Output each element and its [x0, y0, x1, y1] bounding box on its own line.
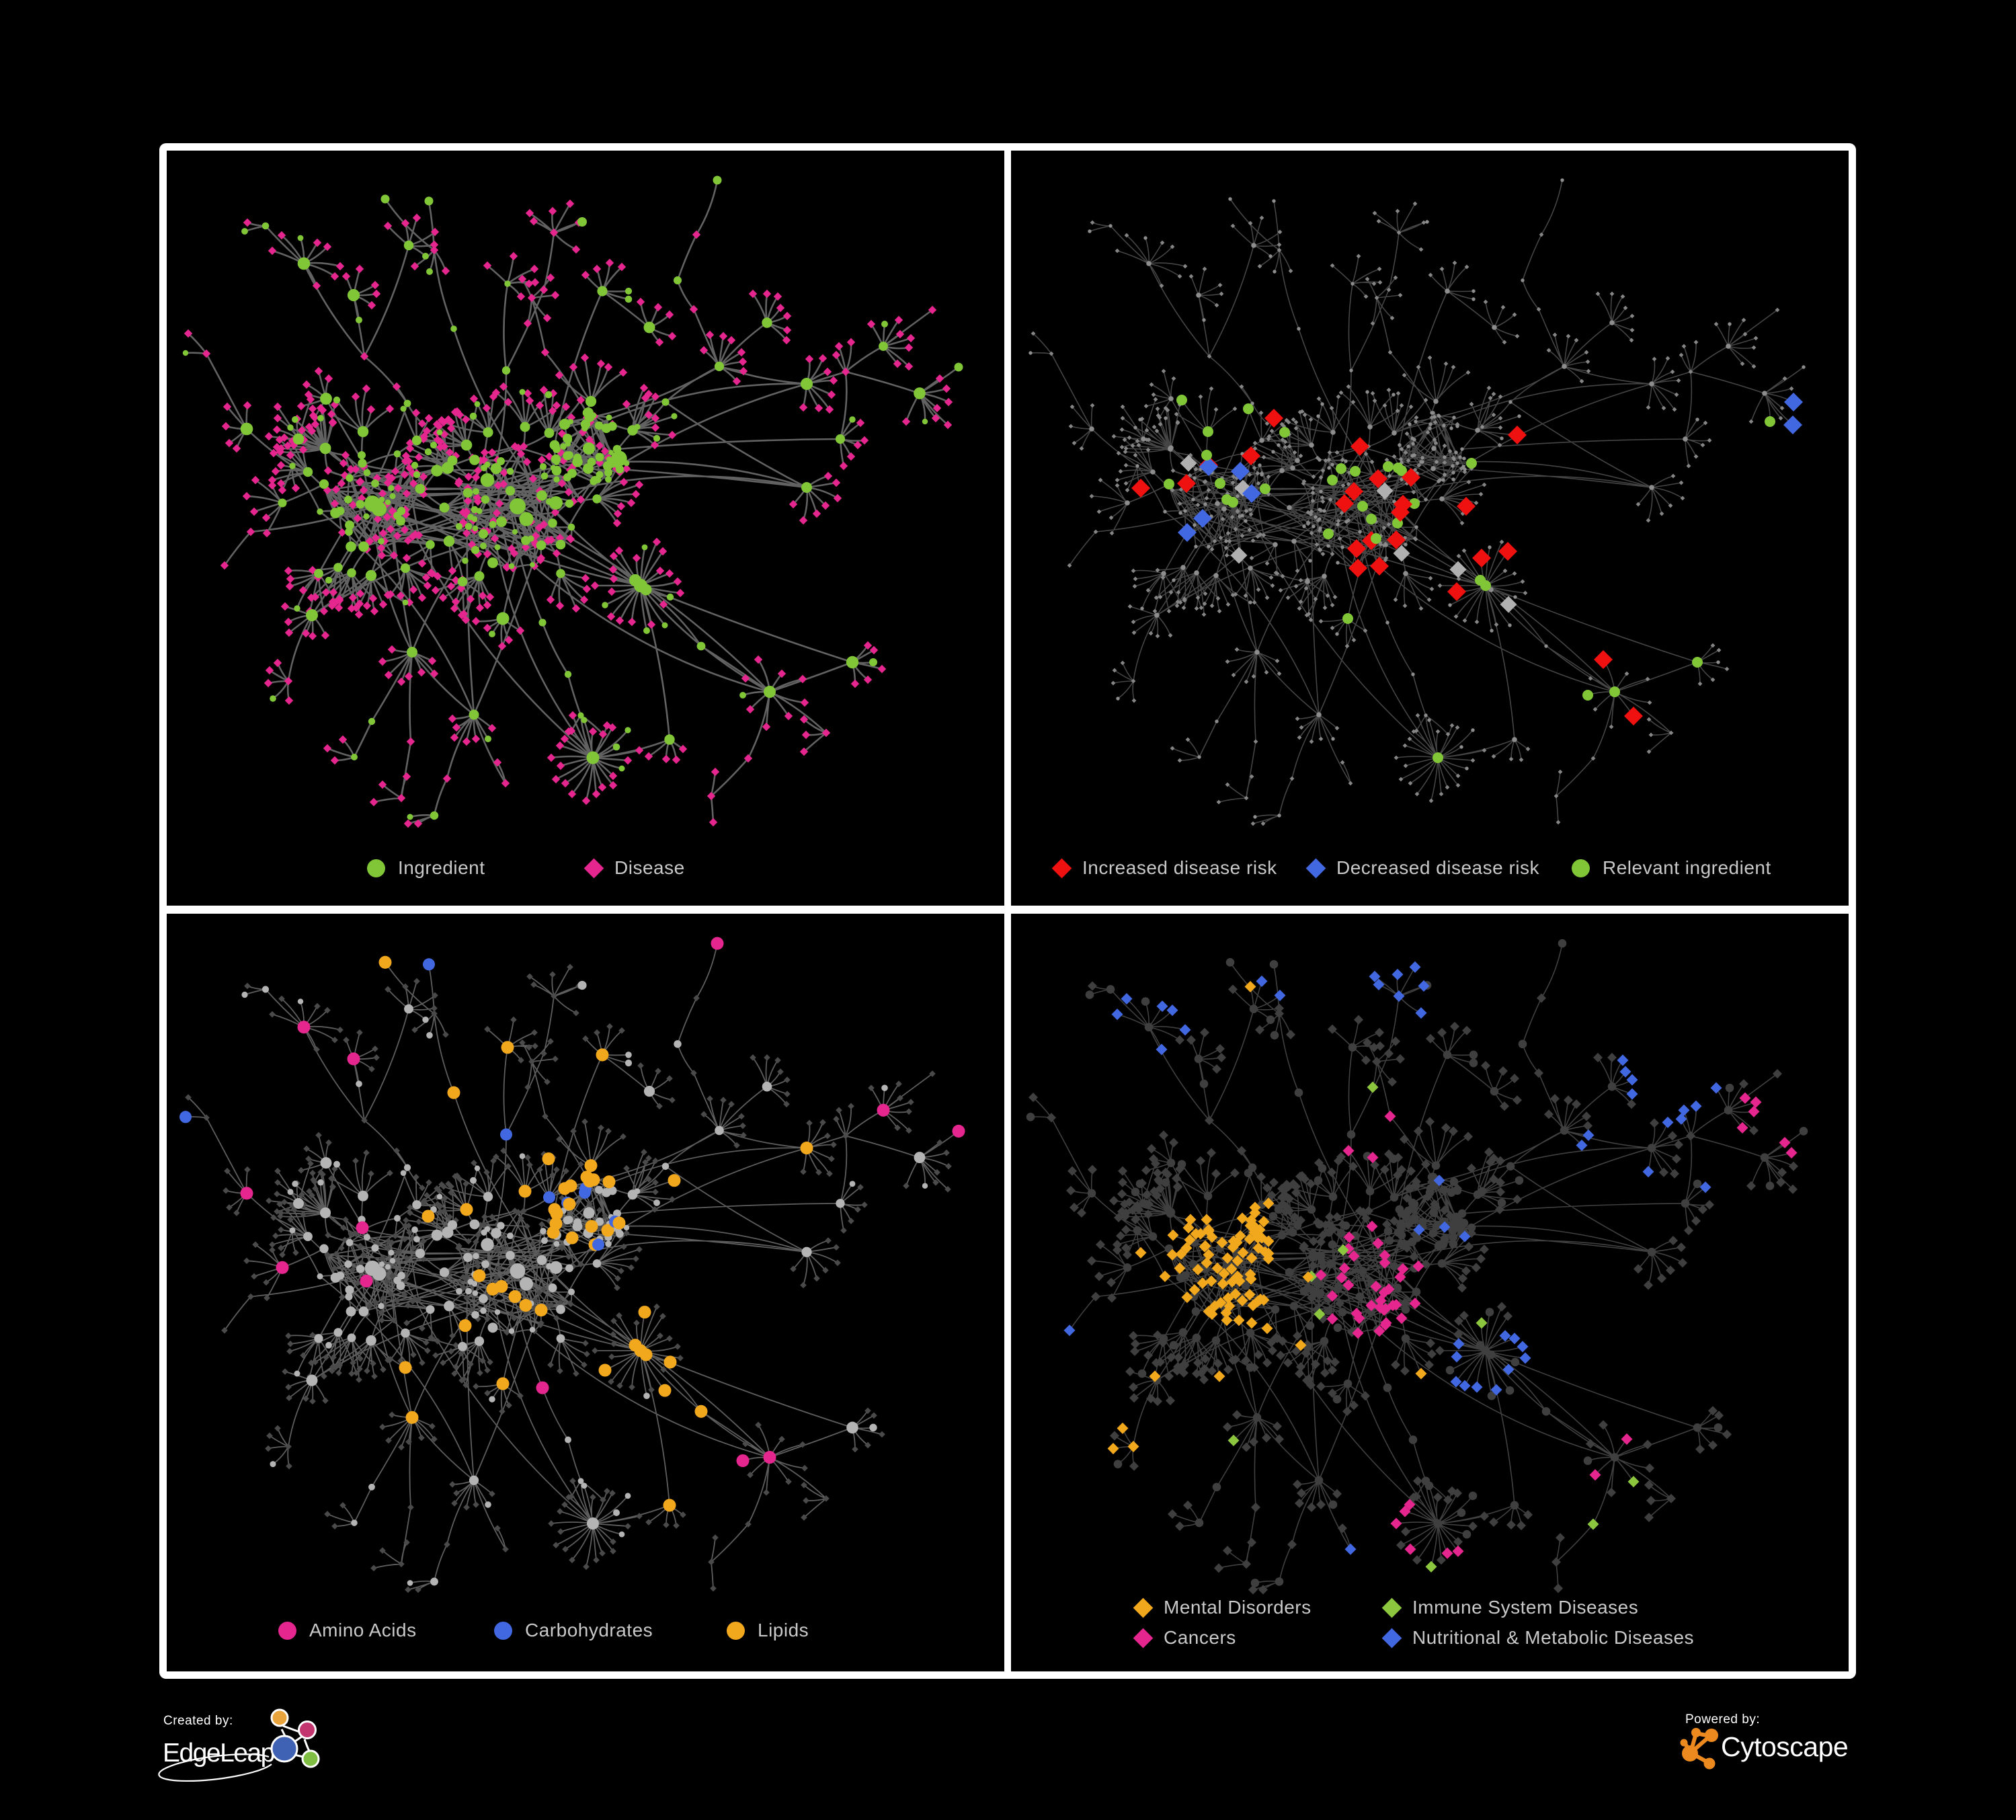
svg-text:Cytoscape: Cytoscape	[1721, 1731, 1848, 1762]
svg-text:Powered by:: Powered by:	[1685, 1712, 1760, 1727]
svg-text:Created by:: Created by:	[163, 1714, 233, 1728]
